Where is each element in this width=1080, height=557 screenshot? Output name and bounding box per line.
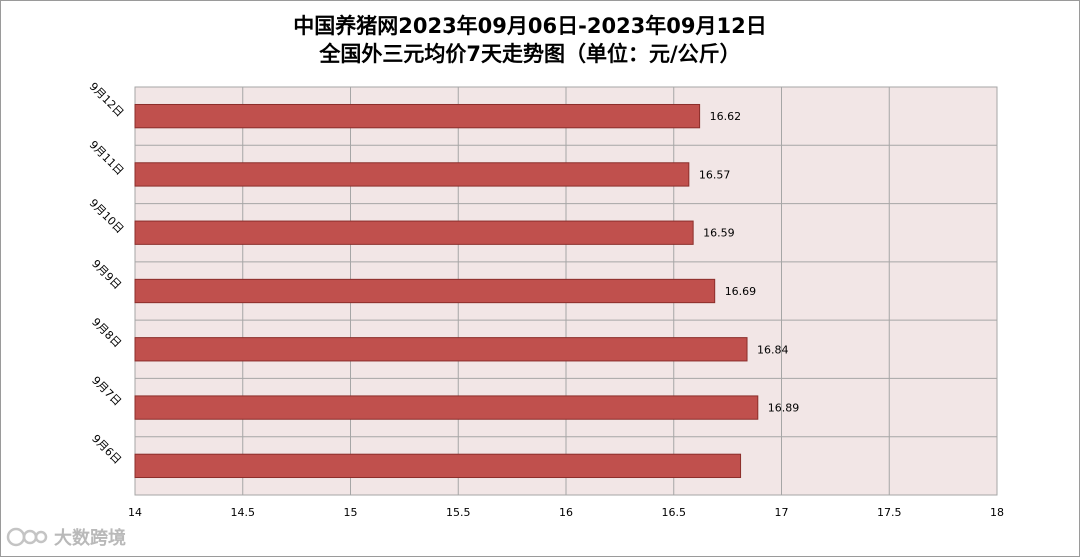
y-tick-label: 9月7日 xyxy=(89,374,124,409)
data-labels: 16.62 16.57 16.59 16.69 16.84 16.89 xyxy=(699,110,799,414)
data-label: 16.69 xyxy=(725,285,757,298)
x-tick-label: 15 xyxy=(344,506,358,519)
bar xyxy=(134,395,759,420)
y-tick-label: 9月10日 xyxy=(87,196,127,236)
y-axis-ticks: 9月12日 9月11日 9月10日 9月9日 9月8日 9月7日 9月6日 xyxy=(87,80,127,467)
gridlines xyxy=(134,86,998,496)
bar xyxy=(134,162,690,187)
y-tick-label: 9月11日 xyxy=(87,138,127,178)
x-tick-label: 15.5 xyxy=(446,506,471,519)
y-tick-label: 9月6日 xyxy=(89,432,124,467)
bar xyxy=(134,453,742,479)
bar xyxy=(134,337,748,362)
x-tick-label: 16 xyxy=(559,506,573,519)
watermark-text: 大数跨境 xyxy=(54,528,126,549)
x-tick-label: 14.5 xyxy=(231,506,256,519)
y-tick-label: 9月8日 xyxy=(89,315,124,350)
bar xyxy=(134,103,701,129)
x-tick-label: 16.5 xyxy=(662,506,687,519)
bar xyxy=(134,220,694,245)
chart-title: 中国养猪网2023年09月06日-2023年09月12日 全国外三元均价7天走势… xyxy=(0,12,1060,68)
x-tick-label: 17.5 xyxy=(877,506,902,519)
bar-series xyxy=(134,103,759,479)
data-label: 16.89 xyxy=(768,402,800,415)
x-tick-label: 14 xyxy=(128,506,142,519)
bar xyxy=(134,278,716,304)
title-line-2: 全国外三元均价7天走势图（单位：元/公斤） xyxy=(319,42,741,66)
x-tick-label: 18 xyxy=(990,506,1004,519)
data-label: 16.62 xyxy=(710,110,742,123)
watermark-logo-icon xyxy=(6,527,48,547)
data-label: 16.57 xyxy=(699,168,731,181)
y-tick-label: 9月12日 xyxy=(87,80,127,120)
title-line-1: 中国养猪网2023年09月06日-2023年09月12日 xyxy=(293,14,767,38)
data-label: 16.59 xyxy=(703,227,735,240)
y-tick-label: 9月9日 xyxy=(89,257,124,292)
data-label: 16.84 xyxy=(757,343,789,356)
x-tick-label: 17 xyxy=(775,506,789,519)
watermark: 大数跨境 xyxy=(6,524,126,550)
x-axis-ticks: 14 14.5 15 15.5 16 16.5 17 17.5 18 xyxy=(128,506,1004,519)
